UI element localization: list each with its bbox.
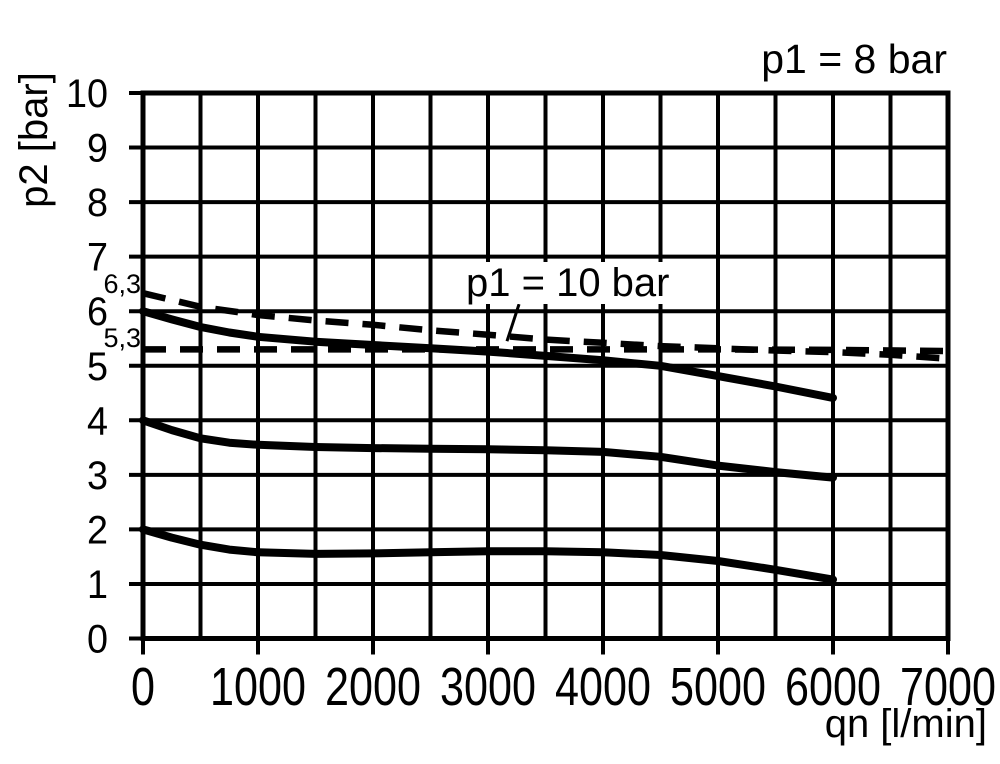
annotation-leader-line xyxy=(505,303,521,342)
y-tick-label: 10 xyxy=(66,72,108,116)
x-tick-label: 0 xyxy=(131,657,155,717)
x-axis-title: qn [l/min] xyxy=(824,702,987,746)
setpoint-label-5-3: 5,3 xyxy=(103,323,141,353)
curves xyxy=(139,290,949,584)
x-tick-label: 2000 xyxy=(325,657,421,717)
y-tick-labels: 0 1 2 3 4 5 6 7 8 9 10 xyxy=(66,72,108,662)
y-tick-label: 8 xyxy=(87,181,108,225)
x-tick-label: 5000 xyxy=(670,657,766,717)
y-tick-label: 3 xyxy=(87,454,108,498)
x-tick-label: 4000 xyxy=(555,657,651,717)
curve-dashed-set-5-3-bar xyxy=(143,346,949,355)
x-tick-label: 3000 xyxy=(440,657,536,717)
x-tick-labels: 0 1000 2000 3000 4000 5000 6000 7000 xyxy=(131,657,996,717)
x-tick-label: 7000 xyxy=(900,657,996,717)
chart-title-condition-p1-8bar: p1 = 8 bar xyxy=(761,36,947,82)
y-tick-label: 5 xyxy=(87,345,108,389)
y-tick-label: 4 xyxy=(87,399,108,443)
gridlines xyxy=(129,91,950,641)
curve-solid-set-6-bar xyxy=(139,307,837,402)
plot-border xyxy=(140,90,951,641)
curve-solid-set-4-bar xyxy=(139,416,837,482)
y-tick-label: 7 xyxy=(87,236,108,280)
y-tick-label: 9 xyxy=(87,127,108,171)
y-tick-label: 6 xyxy=(87,290,108,334)
annotation-condition-p1-10bar: p1 = 10 bar xyxy=(461,262,675,304)
axis-ticks xyxy=(141,638,950,655)
y-axis-title: p2 [bar] xyxy=(12,72,56,208)
x-tick-label: 6000 xyxy=(785,657,881,717)
curve-solid-set-2-bar xyxy=(139,525,837,584)
y-tick-label: 2 xyxy=(87,508,108,552)
x-tick-label: 1000 xyxy=(210,657,306,717)
setpoint-label-6-3: 6,3 xyxy=(103,269,141,299)
y-tick-label: 1 xyxy=(87,563,108,607)
y-tick-label: 0 xyxy=(87,618,108,662)
